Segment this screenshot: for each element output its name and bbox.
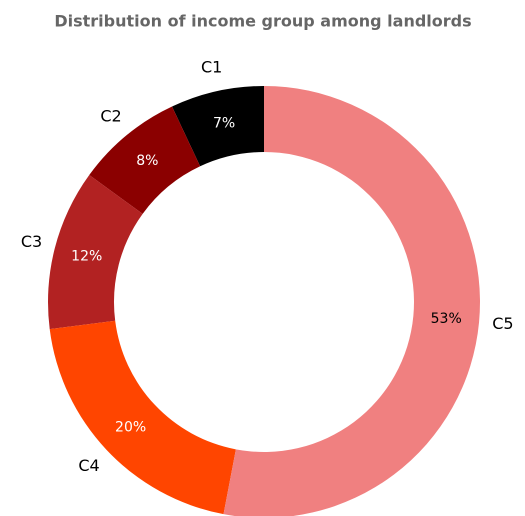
donut-segment [47,175,143,330]
chart-title: Distribution of income group among landl… [54,12,471,31]
donut-segment [172,86,264,167]
donut-segment [89,106,201,214]
value-label: 8% [136,153,158,169]
category-label: C1 [201,57,222,76]
donut-segment [223,86,480,516]
value-label: 53% [431,311,462,327]
category-label: C2 [100,107,121,126]
value-label: 7% [213,115,235,131]
value-label: 20% [115,419,146,435]
value-label: 12% [71,248,102,264]
category-label: C3 [21,232,42,251]
category-label: C5 [492,314,513,333]
category-label: C4 [78,456,99,475]
donut-segment [49,320,236,515]
